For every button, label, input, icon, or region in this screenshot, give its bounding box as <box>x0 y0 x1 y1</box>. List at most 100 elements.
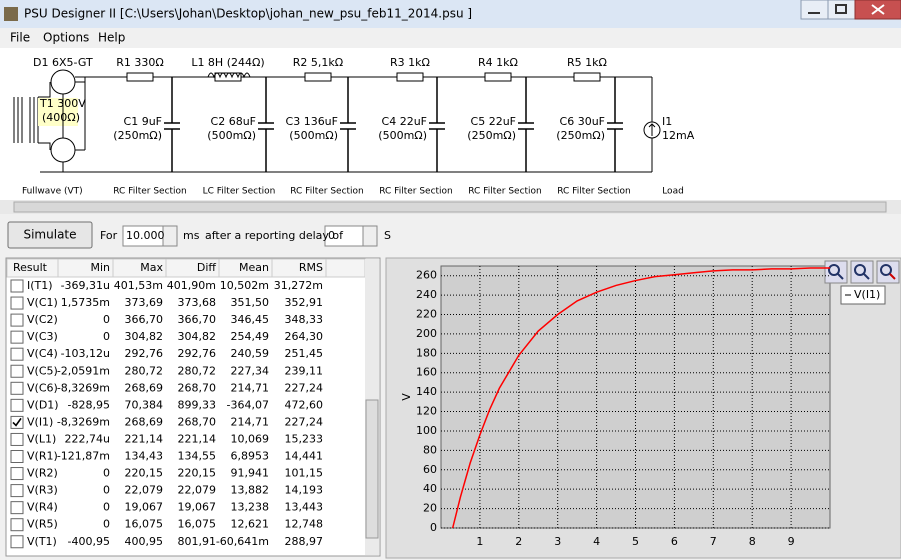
checkbox[interactable] <box>10 467 24 481</box>
checkbox[interactable] <box>10 364 24 378</box>
section-label: RC Filter Section <box>557 187 631 197</box>
table-cell: -60,641m <box>216 535 269 548</box>
capacitor-label: C1 9uF <box>124 115 162 128</box>
table-cell: V(C4) <box>27 347 58 360</box>
checkbox[interactable] <box>10 313 24 327</box>
simulate-button[interactable] <box>7 221 93 249</box>
table-cell: 304,82 <box>178 330 217 343</box>
table-cell: -400,95 <box>68 535 110 548</box>
checkbox[interactable] <box>10 279 24 293</box>
table-cell: 472,60 <box>285 398 324 411</box>
checkbox[interactable] <box>10 518 24 532</box>
y-tick-label: 180 <box>416 346 437 359</box>
table-cell: 10,502m <box>220 279 269 292</box>
checkbox[interactable] <box>10 484 24 498</box>
capacitor-label: C5 22uF <box>471 115 516 128</box>
menu-item: File <box>10 31 30 45</box>
table-cell: 401,53m <box>114 279 163 292</box>
current-arrow <box>648 123 656 136</box>
y-axis-label: V <box>400 393 413 401</box>
button-label: Simulate <box>23 228 76 242</box>
section-label: RC Filter Section <box>468 187 542 197</box>
y-tick-label: 260 <box>416 269 437 282</box>
delay-spinner[interactable] <box>362 225 378 247</box>
x-tick-label: 1 <box>476 535 483 548</box>
x-tick-label: 3 <box>554 535 561 548</box>
x-tick-label: 7 <box>710 535 717 548</box>
y-tick-label: 40 <box>423 482 437 495</box>
y-tick-label: 20 <box>423 502 437 515</box>
table-cell: 268,70 <box>178 415 217 428</box>
table-cell: 0 <box>103 467 110 480</box>
checkbox[interactable] <box>10 381 24 395</box>
checkbox[interactable] <box>10 432 24 446</box>
table-cell: 220,15 <box>178 467 217 480</box>
table-cell: 227,34 <box>231 364 270 377</box>
table-cell: V(C3) <box>27 330 58 343</box>
series-label: R1 330Ω <box>116 56 164 69</box>
column-header: Result <box>13 261 48 274</box>
y-tick-label: 100 <box>416 424 437 437</box>
table-cell: 22,079 <box>178 484 217 497</box>
table-cell: 15,233 <box>285 432 324 445</box>
app-icon <box>4 7 18 21</box>
load-name: I1 <box>662 115 672 128</box>
table-cell: 12,621 <box>231 518 270 531</box>
table-cell: -103,12u <box>61 347 110 360</box>
y-tick-label: 220 <box>416 308 437 321</box>
checkbox[interactable] <box>10 398 24 412</box>
table-cell: 288,97 <box>285 535 324 548</box>
title-bar <box>0 0 901 28</box>
zoom-out-button[interactable] <box>850 260 874 284</box>
resistor <box>396 72 424 82</box>
maximize-button[interactable] <box>827 0 856 20</box>
section-label: RC Filter Section <box>379 187 453 197</box>
label: For <box>100 229 118 242</box>
table-cell: 373,69 <box>125 296 164 309</box>
checkbox[interactable] <box>10 330 24 344</box>
current-source <box>643 121 661 139</box>
table-cell: 400,95 <box>125 535 164 548</box>
table-cell: V(C6) <box>27 381 58 394</box>
table-cell: 6,8953 <box>231 450 270 463</box>
checkbox[interactable] <box>10 415 24 429</box>
inductor-coil <box>207 72 251 79</box>
zoom-in-button[interactable] <box>824 260 848 284</box>
checkbox[interactable] <box>10 347 24 361</box>
capacitor <box>164 77 180 172</box>
checkbox[interactable] <box>10 296 24 310</box>
data-line <box>451 267 830 529</box>
table-cell: 134,43 <box>125 450 164 463</box>
capacitor <box>340 77 356 172</box>
x-tick-label: 4 <box>593 535 600 548</box>
table-cell: 227,24 <box>285 415 324 428</box>
transformer-label: T1 300V <box>39 97 86 110</box>
capacitor <box>607 77 623 172</box>
table-cell: 254,49 <box>231 330 270 343</box>
table-cell: V(C1) <box>27 296 58 309</box>
y-tick-label: 0 <box>430 521 437 534</box>
load-current: 12mA <box>662 129 695 142</box>
label: S <box>384 229 391 242</box>
table-cell: V(R1) <box>27 450 58 463</box>
table-cell: 22,079 <box>125 484 164 497</box>
zoom-reset-button[interactable] <box>876 260 900 284</box>
resistor <box>304 72 332 82</box>
minimize-button[interactable] <box>800 0 829 20</box>
table-cell: 16,075 <box>125 518 164 531</box>
table-cell: V(L1) <box>27 432 56 445</box>
section-label: RC Filter Section <box>290 187 364 197</box>
series-label: R2 5,1kΩ <box>293 56 343 69</box>
resistor <box>573 72 601 82</box>
duration-spinner[interactable] <box>162 225 178 247</box>
table-cell: 134,55 <box>178 450 217 463</box>
resistor <box>484 72 512 82</box>
checkbox[interactable] <box>10 450 24 463</box>
checkbox[interactable] <box>10 501 24 515</box>
checkbox[interactable] <box>10 535 24 549</box>
table-cell: I(T1) <box>27 279 53 292</box>
table-cell: V(C2) <box>27 313 58 326</box>
table-cell: 221,14 <box>125 432 164 445</box>
table-cell: 220,15 <box>125 467 164 480</box>
